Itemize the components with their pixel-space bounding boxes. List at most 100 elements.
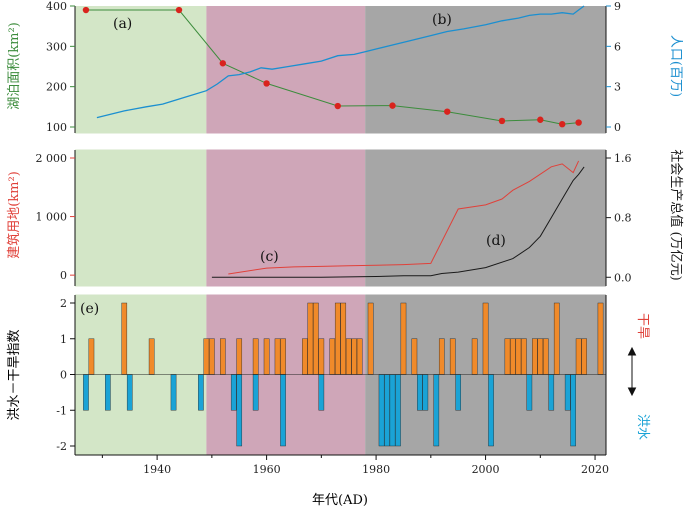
drought-bar: [302, 338, 308, 375]
y-tick-label-left-1-3: 400: [46, 0, 67, 13]
x-tick-label-1940: 1940: [143, 463, 171, 476]
y-tick-label-right-2-1: 0.8: [614, 212, 632, 225]
flood-bar: [252, 374, 259, 411]
panel-d-label: (d): [486, 233, 506, 249]
y-tick-label-right-1-1: 3: [614, 81, 621, 94]
flood-bar: [488, 374, 494, 447]
drought-bar: [542, 338, 549, 375]
flood-bar: [126, 374, 133, 411]
panel-c-label: (c): [260, 249, 279, 265]
drought-bar: [252, 338, 259, 375]
panel-a-label: (a): [113, 16, 132, 32]
flood-bar: [389, 374, 396, 447]
flood-bar: [198, 374, 204, 411]
drought-bar: [345, 338, 352, 375]
drought-bar: [307, 302, 314, 375]
drought-bar: [510, 338, 516, 375]
drought-bar: [449, 338, 456, 375]
y-tick-label-left-3-2: 0: [60, 369, 67, 382]
lake-area-point: [444, 108, 451, 115]
drought-bar: [597, 302, 604, 375]
drought-bar: [581, 338, 587, 375]
drought-bar: [367, 302, 374, 375]
drought-bar: [532, 338, 538, 375]
drought-bar: [521, 338, 527, 375]
y-tick-label-left-1-2: 300: [46, 40, 67, 53]
y-tick-label-left-2-1: 1 000: [36, 211, 68, 224]
drought-bar: [220, 338, 226, 375]
drought-bar: [438, 338, 445, 375]
panel-gap-2: [74, 286, 607, 295]
lake-area-point: [82, 6, 90, 14]
panel-labels: (a) (b) (c) (d) (e): [80, 12, 506, 317]
axes: 1940 1960 1980 2000 2020 100 200 300 400 0 3 6 9 0 1 0…: [36, 0, 632, 476]
lake-area-point: [219, 60, 227, 67]
flood-label: 洪水: [635, 414, 650, 440]
drought-bar: [280, 338, 286, 375]
y-tick-label-left-3-1: -1: [56, 404, 67, 417]
y-tick-label-left-3-3: 1: [60, 333, 67, 346]
gdp-ylabel: 社会生产总值 (万亿元): [668, 149, 684, 280]
flood-bar: [384, 374, 390, 447]
drought-bar: [329, 338, 336, 375]
drought-label: 干旱: [635, 313, 650, 339]
flood-bar: [236, 374, 243, 447]
axis-titles: 湖泊面积(km²) 人口(百万) 建筑用地(km²) 社会生产总值 (万亿元) …: [6, 22, 684, 508]
y-tick-label-left-3-0: -2: [56, 440, 67, 453]
drought-bar: [121, 302, 128, 375]
y-tick-label-left-1-1: 200: [46, 81, 67, 94]
lake-area-point: [389, 102, 396, 109]
drought-bar: [400, 302, 407, 375]
flood-bar: [548, 374, 555, 411]
drought-bar: [411, 338, 418, 375]
y-tick-label-right-1-0: 0: [614, 121, 621, 134]
drought-bar: [209, 338, 215, 375]
flood-bar: [280, 374, 286, 447]
y-tick-label-right-1-2: 6: [614, 40, 621, 53]
flood-bar: [526, 374, 533, 411]
flood-bar: [378, 374, 385, 447]
lake-area-point: [334, 102, 341, 110]
lake-area-point: [498, 117, 506, 125]
drought-bar: [575, 338, 582, 375]
drought-bar: [263, 338, 270, 375]
drought-bar: [356, 338, 363, 375]
y-tick-label-left-2-0: 0: [60, 269, 67, 282]
drought-bar: [88, 338, 95, 375]
population-line: [96, 5, 585, 119]
panel-b-label: (b): [432, 12, 452, 28]
drought-bar: [471, 338, 478, 375]
x-tick-label-1980: 1980: [362, 463, 390, 476]
flood-bar: [564, 374, 571, 411]
flood-bar: [570, 374, 576, 447]
era-band-1: [75, 6, 207, 455]
lake-area-point: [263, 80, 270, 87]
y-tick-label-right-2-0: 0.0: [614, 271, 632, 284]
drought-bar: [318, 338, 325, 375]
gdp-line: [211, 166, 585, 278]
population-ylabel: 人口(百万): [668, 35, 683, 97]
flood-bar: [455, 374, 461, 411]
drought-bar: [515, 338, 522, 375]
flood-bar: [395, 374, 401, 447]
construction-land-line: [228, 160, 580, 275]
lake-area-point: [559, 120, 566, 128]
drought-bar: [482, 302, 489, 375]
drought-bar: [340, 302, 347, 375]
y-tick-label-left-1-0: 100: [46, 121, 67, 134]
drought-bar: [313, 302, 319, 375]
flood-bar: [417, 374, 423, 411]
y-tick-label-right-1-3: 9: [614, 0, 621, 13]
flood-bar: [433, 374, 440, 447]
construction-ylabel: 建筑用地(km²): [6, 171, 22, 259]
drought-bar: [203, 338, 210, 375]
lake-area-point: [575, 119, 582, 126]
era-backgrounds: [75, 6, 606, 455]
drought-bar: [553, 302, 560, 375]
data-marks: [75, 5, 606, 447]
drought-bar: [537, 338, 544, 375]
y-tick-label-left-2-2: 2 000: [36, 152, 68, 165]
flood-bar: [422, 374, 429, 411]
flood-bar: [105, 374, 111, 411]
